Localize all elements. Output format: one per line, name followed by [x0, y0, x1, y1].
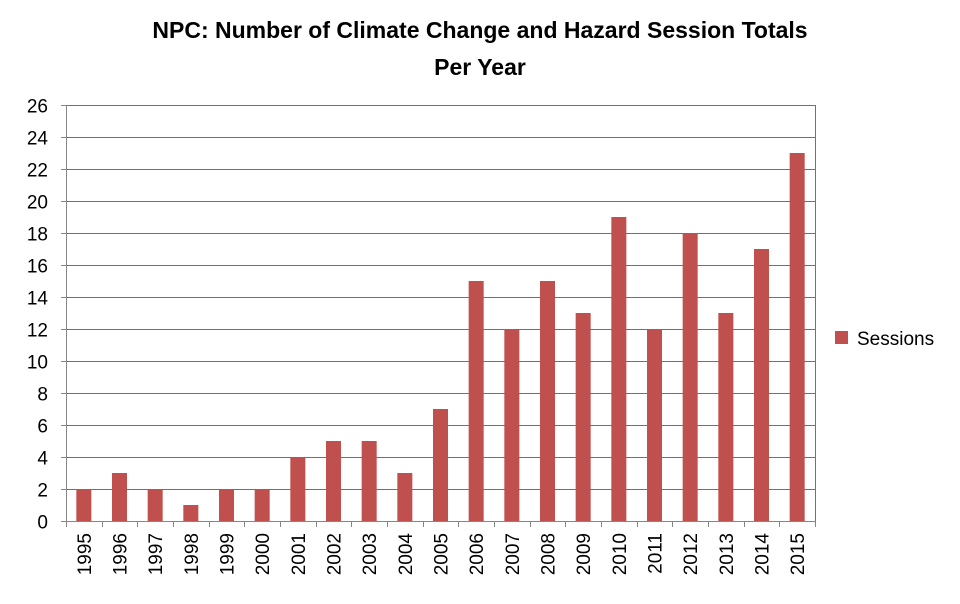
bar-2006 — [468, 281, 484, 521]
x-tick-label: 2000 — [253, 533, 274, 575]
x-tick-label: 2009 — [574, 533, 595, 575]
x-tick-label: 2014 — [753, 533, 774, 576]
x-tick-label: 2007 — [503, 533, 524, 575]
bar-1997 — [147, 489, 163, 521]
bar-2009 — [575, 313, 591, 521]
x-tick-label: 2004 — [396, 533, 417, 576]
x-axis-tick-labels: 1995 1996 1997 1998 1999 2000 2001 2002 2003 2004… — [75, 533, 809, 576]
x-tick-label: 1999 — [218, 533, 239, 575]
bar-2008 — [540, 281, 555, 521]
bar-2004 — [397, 473, 413, 521]
bar-2005 — [433, 409, 448, 521]
bar-1996 — [112, 473, 127, 521]
bar-1999 — [219, 489, 234, 521]
bar-2013 — [718, 313, 734, 521]
y-tick-label: 24 — [27, 129, 49, 150]
bar-1998 — [183, 505, 199, 521]
y-tick-label: 8 — [37, 385, 48, 406]
legend: Sessions — [835, 329, 934, 350]
x-tick-label: 2010 — [610, 533, 631, 575]
chart-title-line-2: Per Year — [434, 54, 526, 80]
y-tick-label: 22 — [27, 161, 48, 182]
y-tick-label: 26 — [27, 97, 48, 118]
x-tick-label: 2006 — [467, 533, 488, 575]
bar-2014 — [754, 249, 769, 521]
x-tick-label: 2008 — [539, 533, 560, 575]
bar-2003 — [361, 441, 377, 521]
bar-2010 — [611, 217, 627, 521]
x-tick-label: 1996 — [111, 533, 132, 575]
y-tick-label: 14 — [27, 289, 49, 310]
y-tick-label: 12 — [27, 321, 48, 342]
bars — [76, 153, 805, 521]
x-tick-label: 2001 — [289, 533, 310, 575]
bar-2012 — [682, 233, 698, 521]
y-tick-label: 6 — [37, 417, 48, 438]
y-tick-label: 4 — [37, 449, 48, 470]
bar-1995 — [76, 489, 92, 521]
bar-2011 — [647, 329, 662, 521]
bar-2001 — [290, 457, 306, 521]
y-tick-label: 10 — [27, 353, 48, 374]
x-tick-label: 2003 — [360, 533, 381, 575]
bar-2000 — [254, 489, 270, 521]
axes — [61, 105, 816, 527]
y-tick-label: 18 — [27, 225, 48, 246]
x-tick-label: 2012 — [681, 533, 702, 575]
x-tick-label: 2011 — [646, 533, 667, 574]
x-tick-label: 1997 — [146, 533, 167, 575]
bar-2015 — [789, 153, 805, 521]
x-tick-label: 1998 — [182, 533, 203, 575]
x-tick-label: 2005 — [432, 533, 453, 575]
legend-swatch — [835, 331, 848, 344]
bar-2002 — [326, 441, 341, 521]
bar-2007 — [504, 329, 520, 521]
x-tick-label: 1995 — [75, 533, 96, 575]
y-tick-label: 16 — [27, 257, 48, 278]
x-tick-label: 2002 — [325, 533, 346, 575]
y-tick-label: 0 — [37, 513, 48, 534]
legend-label: Sessions — [857, 329, 934, 350]
y-tick-label: 2 — [37, 481, 48, 502]
y-tick-label: 20 — [27, 193, 48, 214]
x-tick-label: 2013 — [717, 533, 738, 575]
x-tick-label: 2015 — [788, 533, 809, 575]
chart-title-line-1: NPC: Number of Climate Change and Hazard… — [152, 17, 808, 43]
